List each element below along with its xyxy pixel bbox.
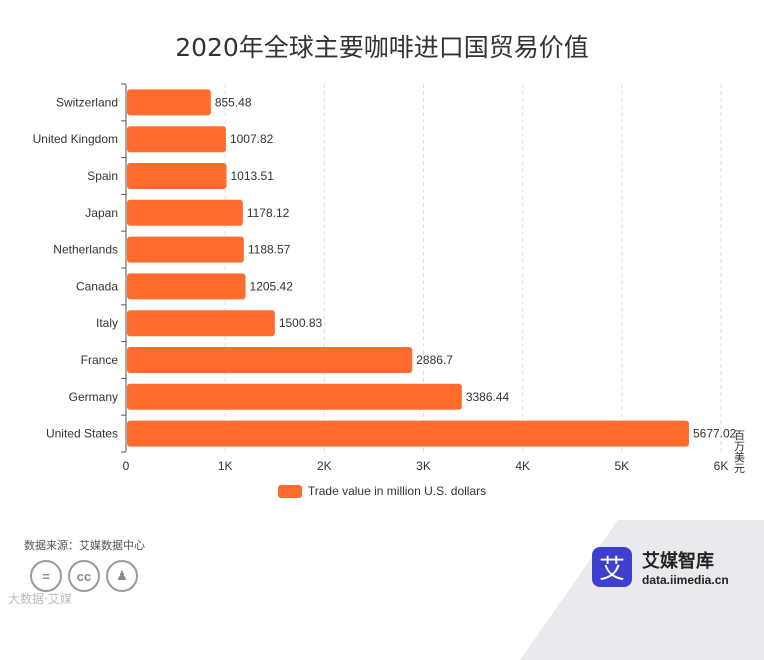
person-icon: ♟ xyxy=(106,560,138,592)
category-label: Canada xyxy=(76,279,118,293)
equal-icon: = xyxy=(30,560,62,592)
data-label: 1007.82 xyxy=(230,132,274,146)
category-label: Netherlands xyxy=(53,243,118,257)
bar xyxy=(127,347,413,373)
bar xyxy=(127,163,227,189)
category-label: Germany xyxy=(69,390,118,404)
bar-chart: Switzerland 855.48 United Kingdom 1007.82 Sp… xyxy=(33,83,737,473)
cc-icon: cc xyxy=(68,560,100,592)
unit-label: 百万美元 xyxy=(734,429,745,475)
data-label: 1500.83 xyxy=(279,316,323,330)
category-label: United States xyxy=(46,427,118,441)
data-source: 数据来源：艾媒数据中心 xyxy=(24,539,145,552)
data-label: 1188.57 xyxy=(248,243,291,257)
data-label: 1013.51 xyxy=(231,169,275,183)
data-label: 855.48 xyxy=(215,95,252,109)
category-label: France xyxy=(81,353,119,367)
brand-name: 艾媒智库 xyxy=(642,551,714,572)
x-tick-label: 2K xyxy=(317,459,332,473)
bar xyxy=(127,273,246,300)
legend-swatch xyxy=(277,484,302,498)
chart-title: 2020年全球主要咖啡进口国贸易价值 xyxy=(175,33,589,62)
brand-url: data.iimedia.cn xyxy=(642,573,729,587)
license-text: 大数据·艾媒 xyxy=(8,592,72,606)
x-tick-label: 0 xyxy=(123,459,130,473)
brand-logo-icon: 艾 xyxy=(592,547,632,587)
x-tick-label: 3K xyxy=(416,459,431,473)
license-icons: = cc ♟ xyxy=(30,560,138,592)
legend[interactable]: Trade value in million U.S. dollars xyxy=(0,484,764,498)
bar xyxy=(127,89,211,116)
data-label: 3386.44 xyxy=(466,390,510,404)
bar xyxy=(127,236,244,263)
bar xyxy=(127,199,243,226)
brand-background xyxy=(520,520,764,660)
data-label: 2886.7 xyxy=(416,353,453,367)
x-tick-label: 5K xyxy=(614,459,629,473)
data-label: 1178.12 xyxy=(247,206,290,220)
bar xyxy=(127,420,689,447)
bar xyxy=(127,383,462,410)
category-label: Switzerland xyxy=(56,95,118,109)
category-label: United Kingdom xyxy=(33,132,118,146)
bar xyxy=(127,310,275,337)
x-tick-label: 6K xyxy=(714,459,729,473)
category-label: Italy xyxy=(96,316,118,330)
bar xyxy=(127,126,226,153)
category-label: Japan xyxy=(85,206,118,220)
category-label: Spain xyxy=(87,169,118,183)
x-tick-label: 1K xyxy=(218,459,233,473)
x-tick-label: 4K xyxy=(515,459,530,473)
data-label: 5677.02 xyxy=(693,427,737,441)
legend-label: Trade value in million U.S. dollars xyxy=(307,484,487,498)
data-label: 1205.42 xyxy=(250,279,294,293)
